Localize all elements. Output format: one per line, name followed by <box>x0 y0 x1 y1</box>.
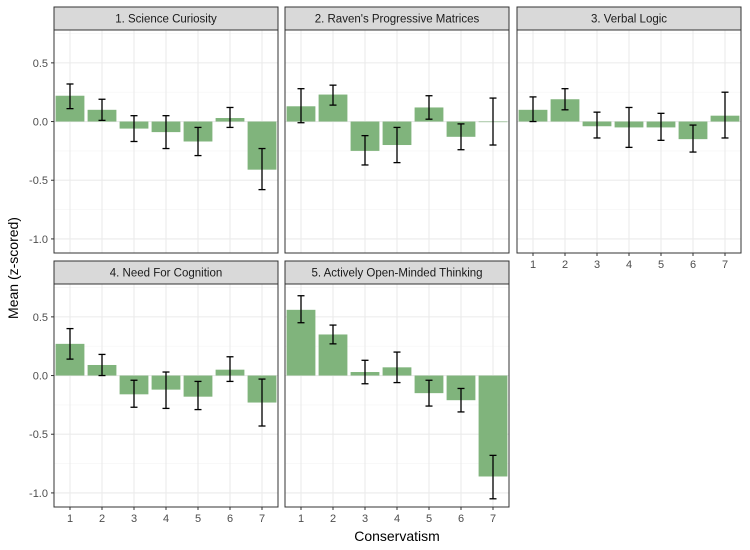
facet-panel-2: 2. Raven's Progressive Matrices <box>284 6 510 254</box>
error-bar-1-1 <box>66 83 74 110</box>
error-bar-1-3 <box>130 115 138 143</box>
error-bar-2-7 <box>489 97 497 146</box>
x-tick-label: 4 <box>626 259 632 271</box>
x-tick-label: 6 <box>458 513 464 525</box>
x-tick-label: 4 <box>163 513 169 525</box>
error-bar-5-2 <box>329 324 337 345</box>
error-bar-2-2 <box>329 84 337 106</box>
facet-strip <box>284 6 510 31</box>
facet-panel-3: 3. Verbal Logic 1 2 3 4 5 6 7 <box>516 6 742 271</box>
x-tick-label: 2 <box>562 259 568 271</box>
x-tick-label: 2 <box>330 513 336 525</box>
error-bar-3-3 <box>593 111 601 139</box>
x-tick-label: 7 <box>722 259 728 271</box>
y-tick-label: 0.5 <box>33 58 48 70</box>
error-bar-1-4 <box>162 115 170 150</box>
x-axis-title: Conservatism <box>354 528 440 544</box>
error-bar-3-7 <box>721 91 729 139</box>
x-tick-label: 1 <box>67 513 73 525</box>
y-tick-label: 0.0 <box>33 117 48 129</box>
error-bar-2-4 <box>393 126 401 164</box>
error-bar-1-7 <box>258 147 266 191</box>
facet-strip-label: 5. Actively Open-Minded Thinking <box>311 268 482 280</box>
error-bar-2-6 <box>457 123 465 151</box>
x-tick-label: 6 <box>690 259 696 271</box>
facet-strip <box>284 260 510 285</box>
x-tick-label: 5 <box>426 513 432 525</box>
x-tick-label: 5 <box>658 259 664 271</box>
x-tick-label: 1 <box>530 259 536 271</box>
error-bar-2-1 <box>297 88 305 124</box>
error-bar-4-1 <box>66 327 74 360</box>
facet-strip <box>53 6 279 31</box>
facet-strip-label: 1. Science Curiosity <box>115 14 217 26</box>
error-bar-4-3 <box>130 379 138 408</box>
facet-panel-5: 5. Actively Open-Minded Thinking 1 2 3 4 5 6 7 <box>284 260 510 525</box>
x-tick-label: 5 <box>195 513 201 525</box>
error-bar-3-2 <box>561 88 569 111</box>
x-tick-label: 7 <box>259 513 265 525</box>
y-tick-label: -1.0 <box>29 234 48 246</box>
x-tick-label: 2 <box>99 513 105 525</box>
x-tick-label: 6 <box>227 513 233 525</box>
error-bar-4-6 <box>226 356 234 383</box>
y-tick-label: -0.5 <box>29 175 48 187</box>
x-tick-label: 4 <box>394 513 400 525</box>
facet-strip <box>53 260 279 285</box>
y-tick-label: -0.5 <box>29 429 48 441</box>
error-bar-5-3 <box>361 359 369 385</box>
facet-strip-label: 3. Verbal Logic <box>591 14 667 26</box>
error-bar-5-1 <box>297 295 305 324</box>
y-tick-label: 0.0 <box>33 371 48 383</box>
error-bar-4-4 <box>162 371 170 410</box>
x-tick-label: 7 <box>490 513 496 525</box>
x-tick-label: 3 <box>131 513 137 525</box>
error-bar-3-6 <box>689 124 697 153</box>
error-bar-4-7 <box>258 378 266 427</box>
error-bar-4-2 <box>98 353 106 377</box>
error-bar-1-5 <box>194 126 202 157</box>
facet-strip-label: 4. Need For Cognition <box>110 268 223 280</box>
facet-strip <box>516 6 742 31</box>
y-tick-label: -1.0 <box>29 488 48 500</box>
error-bar-2-5 <box>425 95 433 120</box>
error-bar-5-4 <box>393 351 401 384</box>
error-bar-1-2 <box>98 98 106 122</box>
error-bar-3-5 <box>657 112 665 141</box>
facet-panel-1: 1. Science Curiosity -1.0 -0.5 0.0 0.5 <box>29 6 279 254</box>
error-bar-4-5 <box>194 380 202 411</box>
error-bar-5-7 <box>489 454 497 500</box>
error-bar-3-1 <box>529 96 537 123</box>
y-axis-title: Mean (z-scored) <box>5 217 21 319</box>
error-bar-1-6 <box>226 106 234 129</box>
error-bar-5-6 <box>457 387 465 413</box>
facet-panel-4: 4. Need For Cognition -1.0 -0.5 0.0 0.5 1 2 3 4 5… <box>29 260 279 525</box>
x-tick-label: 1 <box>298 513 304 525</box>
error-bar-2-3 <box>361 134 369 166</box>
error-bar-3-4 <box>625 106 633 149</box>
y-tick-label: 0.5 <box>33 312 48 324</box>
x-tick-label: 3 <box>362 513 368 525</box>
x-tick-label: 3 <box>594 259 600 271</box>
facet-strip-label: 2. Raven's Progressive Matrices <box>315 14 480 26</box>
error-bar-5-5 <box>425 379 433 407</box>
